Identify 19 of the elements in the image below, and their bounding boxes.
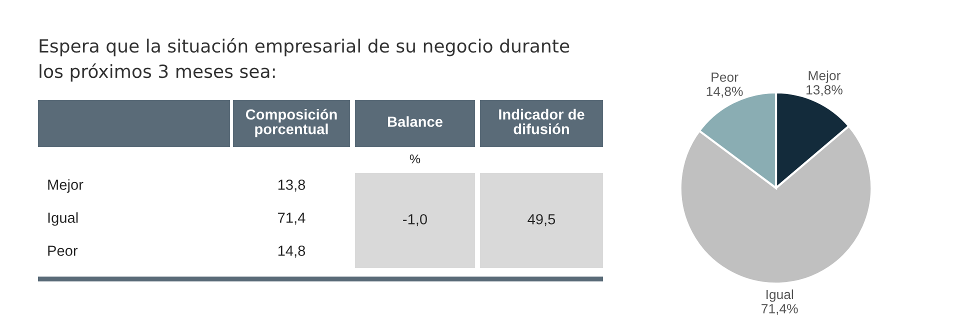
text: Balance xyxy=(388,116,442,127)
text: Mejor xyxy=(48,179,84,193)
slice-label: Peor xyxy=(712,72,738,82)
text: 49,5 xyxy=(528,214,556,226)
data-label: 71,4% xyxy=(762,304,798,315)
text: Igual xyxy=(48,212,78,226)
text: Peor xyxy=(48,246,78,256)
text: 71,4 xyxy=(278,212,306,225)
slice-label: Igual xyxy=(766,289,794,302)
slice-label: Mejor xyxy=(808,70,840,83)
text: 13,8 xyxy=(278,180,306,192)
text: Indicador de difusión xyxy=(499,108,584,134)
text: 14,8 xyxy=(278,246,306,258)
data-label: 13,8% xyxy=(806,85,842,96)
text: % xyxy=(410,154,420,164)
text: Composición porcentual xyxy=(246,108,337,138)
text: -1,0 xyxy=(403,214,427,226)
text: Espera que la situación empresarial de su negocio durante los próximos 3 meses sea: xyxy=(40,38,570,82)
data-label: 14,8% xyxy=(706,86,743,98)
